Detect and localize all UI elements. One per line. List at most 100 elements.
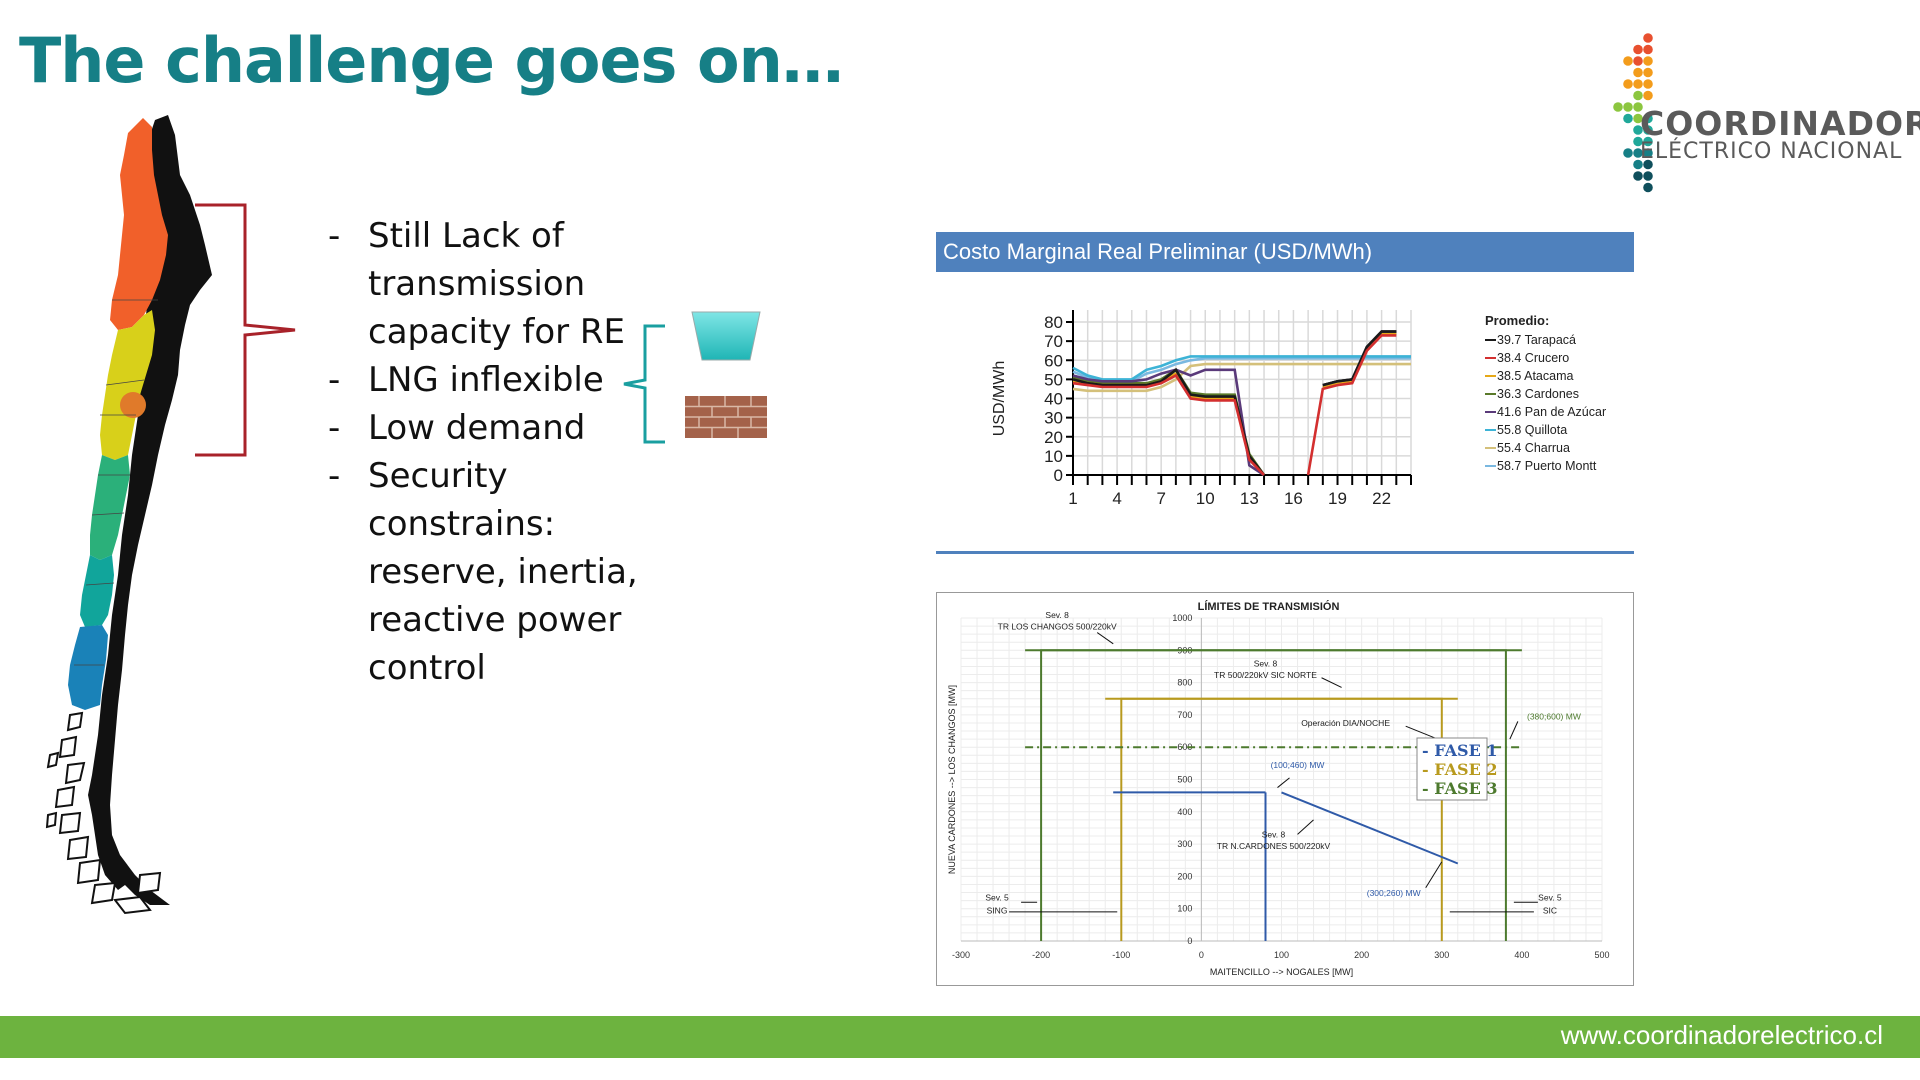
lng-tank-icon [691, 311, 761, 361]
logo-dot [1633, 79, 1643, 89]
y-axis-label: USD/MWh [991, 361, 1008, 437]
y-tick-label: 40 [1044, 390, 1063, 409]
annotation-arrow [1297, 819, 1314, 835]
bullet-dash: - [328, 408, 341, 448]
legend-entry: 39.7 Tarapacá [1497, 333, 1576, 347]
bullet-dash: - [328, 360, 341, 400]
logo-dot [1643, 79, 1653, 89]
x-tick-label: 0 [1199, 950, 1204, 960]
x-tick-label: 4 [1112, 489, 1121, 508]
y-tick-label: 0 [1187, 936, 1192, 946]
logo-dot [1633, 90, 1643, 101]
annotation: Operación DIA/NOCHE [1301, 718, 1390, 728]
logo-dot [1643, 90, 1653, 101]
logo-dot [1633, 113, 1643, 124]
annotation: TR N.CARDONES 500/220kV [1217, 841, 1331, 851]
section-divider [936, 551, 1634, 554]
transmission-limits-chart: 0 100 200 300 400 500 600 700 800 900 1000 -300 -200… [936, 592, 1634, 986]
series-line [1281, 791, 1459, 865]
x-tick-label: 500 [1594, 950, 1609, 960]
y-tick-label: 30 [1044, 409, 1063, 428]
logo-dot [1633, 67, 1643, 78]
y-tick-label: 70 [1044, 332, 1063, 351]
x-tick-label: 7 [1156, 489, 1165, 508]
y-tick-label: 400 [1177, 807, 1192, 817]
logo-dot [1643, 136, 1653, 147]
x-tick-label: 400 [1514, 950, 1529, 960]
legend-entry: 41.6 Pan de Azúcar [1497, 405, 1606, 419]
annotation-arrow [1321, 677, 1342, 688]
logo-dot [1633, 159, 1643, 170]
logo-dot [1633, 102, 1643, 112]
annotation-arrow [1425, 861, 1443, 888]
list-item: - LNG inflexible [328, 356, 668, 404]
annotation-arrow [1509, 721, 1519, 740]
series-line [1072, 355, 1411, 381]
footer-url: www.coordinadorelectrico.cl [1560, 1020, 1883, 1050]
legend-title: Promedio: [1485, 313, 1549, 328]
chart1-grid [1072, 310, 1412, 476]
legend-entry: - FASE 1 [1422, 741, 1498, 760]
x-tick-label: 1 [1068, 489, 1077, 508]
logo-dot [1643, 171, 1653, 181]
challenge-list: - Still Lack of transmission capacity for… [328, 212, 668, 692]
bullet-text: Security constrains: reserve, inertia, r… [368, 456, 638, 688]
bullet-dash: - [328, 216, 341, 256]
logo-dot [1623, 148, 1633, 158]
coordinador-logo-icon [1613, 33, 1653, 193]
annotation-arrow [1096, 632, 1114, 645]
annotation: SIC [1543, 906, 1557, 916]
x-tick-label: 200 [1354, 950, 1369, 960]
bullet-text: Still Lack of transmission capacity for … [368, 216, 626, 352]
x-tick-label: 10 [1196, 489, 1215, 508]
logo-dot [1643, 56, 1653, 66]
bullet-text: LNG inflexible [368, 360, 604, 400]
legend-entry: 38.5 Atacama [1497, 369, 1573, 383]
x-axis-label: MAITENCILLO --> NOGALES [MW] [1210, 967, 1353, 977]
y-tick-label: 200 [1177, 871, 1192, 881]
logo-line2: ELÉCTRICO NACIONAL [1640, 139, 1903, 164]
logo-dot [1633, 171, 1643, 181]
region-south1 [90, 455, 130, 560]
legend-entry: 36.3 Cardones [1497, 387, 1579, 401]
legend-entry: 55.8 Quillota [1497, 423, 1567, 437]
y-tick-label: 800 [1177, 678, 1192, 688]
y-tick-label: 1000 [1172, 613, 1192, 623]
list-item: - Still Lack of transmission capacity for… [328, 212, 668, 356]
y-tick-label: 50 [1044, 370, 1063, 389]
y-axis-label: NUEVA CARDONES --> LOS CHANGOS [MW] [947, 685, 957, 874]
x-tick-label: 16 [1284, 489, 1303, 508]
small-bracket-icon [623, 324, 665, 444]
annotation: Sev. 5 [985, 893, 1009, 903]
logo-dot [1643, 182, 1653, 193]
logo-dot [1623, 113, 1633, 124]
annotation: (380;600) MW [1527, 712, 1581, 722]
x-tick-label: -100 [1112, 950, 1130, 960]
annotation: Sev. 8 [1262, 830, 1286, 840]
y-tick-label: 10 [1044, 447, 1063, 466]
y-tick-label: 700 [1177, 710, 1192, 720]
logo-dot [1643, 148, 1653, 158]
x-tick-label: 300 [1434, 950, 1449, 960]
x-tick-label: -200 [1032, 950, 1050, 960]
y-tick-label: 500 [1177, 775, 1192, 785]
region-center [100, 310, 155, 460]
x-tick-label: -300 [952, 950, 970, 960]
logo-dot [1633, 56, 1643, 66]
legend-entry: - FASE 2 [1422, 760, 1498, 779]
logo-dot [1633, 125, 1643, 135]
x-tick-label: 100 [1274, 950, 1289, 960]
marginal-cost-chart: Costo Marginal Real Preliminar (USD/MWh)… [936, 232, 1634, 512]
annotation: SING [987, 906, 1008, 916]
logo-line1: COORDINADOR [1640, 104, 1920, 143]
x-tick-label: 19 [1328, 489, 1347, 508]
y-tick-label: 20 [1044, 428, 1063, 447]
annotation: Sev. 8 [1045, 610, 1069, 620]
region-south2 [80, 555, 114, 627]
page-title: The challenge goes on… [19, 24, 844, 97]
bullet-dash: - [328, 456, 341, 496]
y-tick-label: 600 [1177, 742, 1192, 752]
y-tick-label: 60 [1044, 351, 1063, 370]
